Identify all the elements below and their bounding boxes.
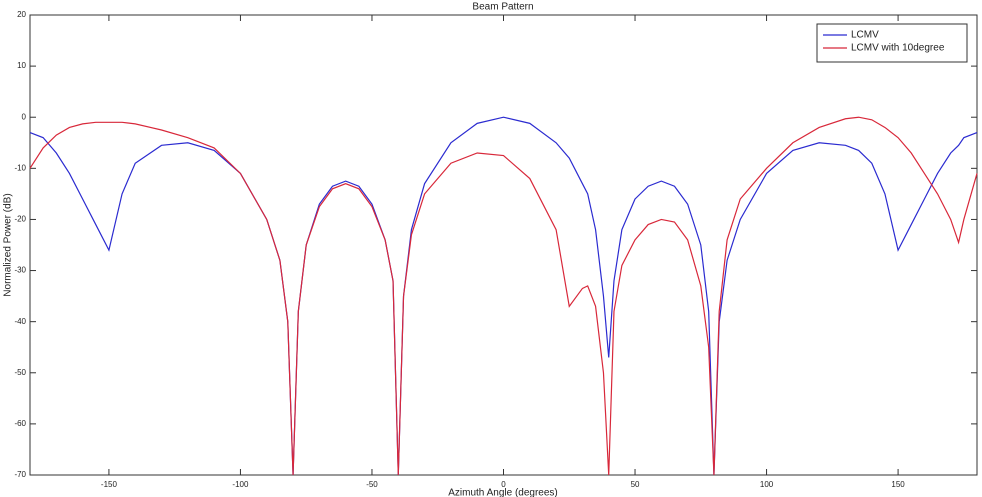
y-tick-label: -50 [14, 368, 26, 377]
x-tick-label: -150 [101, 480, 118, 489]
x-tick-label: 0 [501, 480, 506, 489]
x-tick-label: -50 [366, 480, 378, 489]
series-line [29, 116, 978, 476]
legend-box [816, 23, 968, 63]
y-tick-label: -30 [14, 266, 26, 275]
y-tick-label: -10 [14, 163, 26, 172]
y-tick-label: 0 [22, 112, 27, 121]
x-axis-label: Azimuth Angle (degrees) [448, 488, 558, 497]
legend-label: LCMV with 10degree [851, 43, 945, 54]
y-tick-label: 10 [17, 61, 26, 70]
x-tick-label: -100 [232, 480, 249, 489]
x-tick-label: 50 [631, 480, 640, 489]
chart-title: Beam Pattern [472, 2, 533, 13]
y-axis-label: Normalized Power (dB) [3, 193, 14, 296]
x-tick-label: 150 [891, 480, 905, 489]
legend: LCMV LCMV with 10degree [816, 23, 968, 63]
y-tick-label: -20 [14, 215, 26, 224]
y-tick-label: 20 [17, 10, 26, 19]
series-line [29, 116, 978, 476]
plot-area [29, 14, 978, 476]
y-tick-label: -40 [14, 317, 26, 326]
legend-label: LCMV [851, 30, 879, 41]
y-tick-label: -70 [14, 470, 26, 479]
y-tick-label: -60 [14, 419, 26, 428]
x-tick-label: 100 [760, 480, 774, 489]
